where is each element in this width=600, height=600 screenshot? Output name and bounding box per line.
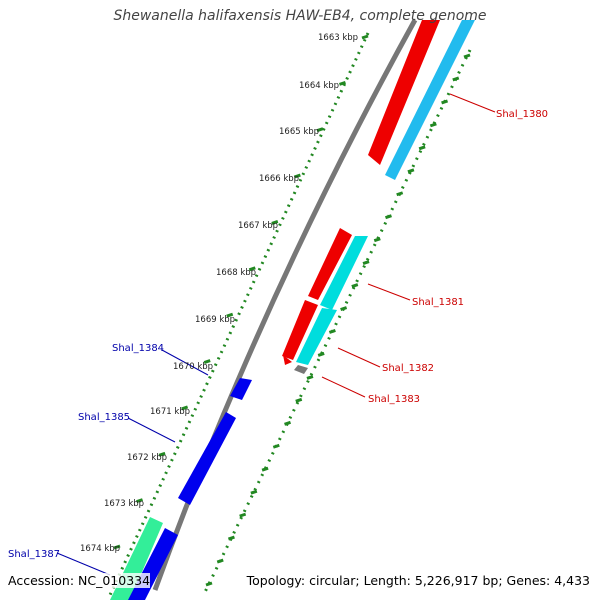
accession-label: Accession: NC_010334	[8, 573, 151, 588]
callout-shal-1380	[449, 93, 496, 113]
strand-tick-mark	[328, 329, 336, 334]
gene-shal-1385[interactable]	[178, 412, 236, 505]
kbp-label: 1670 kbp	[173, 362, 213, 372]
callout-shal-1381	[367, 283, 411, 301]
kbp-tick-mark	[113, 544, 121, 550]
kbp-label: 1665 kbp	[279, 127, 319, 137]
kbp-label: 1672 kbp	[127, 453, 167, 463]
strand-tick-mark	[272, 443, 280, 449]
kbp-label: 1671 kbp	[150, 407, 190, 417]
kbp-tick-mark	[136, 498, 144, 504]
strand-tick-mark	[441, 99, 449, 105]
strand-tick-mark	[306, 374, 314, 380]
strand-tick-mark	[351, 283, 359, 288]
gene-label-shal-1380[interactable]: Shal_1380	[496, 109, 548, 120]
gene-shal-1382-cyan[interactable]	[296, 308, 337, 365]
strand-tick-mark	[284, 420, 291, 426]
gene-label-shal-1384[interactable]: Shal_1384	[112, 343, 164, 354]
gene-label-shal-1382[interactable]: Shal_1382	[382, 363, 434, 374]
strand-tick-mark	[205, 581, 213, 587]
strand-tick-mark	[407, 168, 415, 174]
kbp-labels: 1663 kbp 1664 kbp 1665 kbp 1666 kbp 1667…	[80, 33, 358, 554]
strand-tick-mark	[385, 214, 392, 220]
kbp-label: 1673 kbp	[104, 499, 144, 509]
kbp-label: 1663 kbp	[318, 33, 358, 43]
gene-shal-1380-blue[interactable]	[385, 20, 475, 180]
strand-tick-mark	[261, 466, 269, 472]
strand-tick-mark	[317, 352, 325, 357]
callout-shal-1382	[337, 347, 381, 368]
kbp-label: 1674 kbp	[80, 544, 120, 554]
genome-title: Shewanella halifaxensis HAW-EB4, complet…	[113, 8, 487, 24]
strand-tick-mark	[373, 237, 381, 243]
kbp-tick-mark	[338, 80, 346, 86]
gene-label-shal-1387[interactable]: Shal_1387	[8, 549, 60, 560]
gene-shal-1382-red[interactable]	[282, 300, 318, 360]
kbp-tick-mark	[203, 359, 211, 364]
strand-tick-mark	[429, 122, 437, 128]
kbp-tick-mark	[181, 405, 189, 411]
gene-shal-1383-grey[interactable]	[294, 365, 308, 374]
kbp-label: 1668 kbp	[216, 268, 256, 278]
strand-ruler	[203, 49, 472, 593]
kbp-tick-mark	[316, 127, 324, 133]
strand-tick-mark	[239, 512, 247, 518]
genome-backbone	[152, 18, 418, 591]
strand-tick-mark	[227, 535, 235, 541]
kbp-tick-mark	[361, 34, 369, 40]
tick-marks	[113, 34, 471, 587]
gene-label-shal-1381[interactable]: Shal_1381	[412, 297, 464, 308]
callout-shal-1385	[127, 417, 176, 443]
strand-tick-mark	[250, 489, 258, 495]
callout-shal-1384	[161, 349, 209, 376]
kbp-tick-mark	[158, 451, 166, 457]
strand-tick-mark	[463, 53, 471, 59]
kbp-tick-mark	[248, 266, 256, 272]
gene-shal-1381-red[interactable]	[308, 228, 352, 300]
gene-shal-1384[interactable]	[230, 378, 252, 400]
kbp-label: 1664 kbp	[299, 81, 339, 91]
strand-tick-mark	[340, 306, 348, 311]
kbp-label: 1667 kbp	[238, 221, 278, 231]
strand-tick-mark	[362, 260, 370, 266]
kbp-ruler	[108, 32, 370, 596]
gene-label-shal-1385[interactable]: Shal_1385	[78, 412, 130, 423]
topology-summary: Topology: circular; Length: 5,226,917 bp…	[246, 573, 590, 588]
strand-tick-mark	[295, 397, 303, 403]
kbp-tick-mark	[226, 312, 234, 318]
kbp-label: 1666 kbp	[259, 174, 299, 184]
kbp-label: 1669 kbp	[195, 315, 235, 325]
strand-tick-mark	[216, 558, 224, 564]
strand-tick-mark	[452, 76, 460, 82]
kbp-tick-mark	[271, 220, 279, 225]
gene-shal-1383-red[interactable]	[283, 355, 292, 365]
gene-shal-1381-cyan[interactable]	[320, 236, 368, 310]
callout-shal-1387	[56, 552, 111, 576]
strand-tick-mark	[396, 191, 404, 197]
callout-shal-1383	[321, 376, 366, 398]
strand-tick-mark	[418, 145, 426, 151]
gene-shal-1380-red[interactable]	[368, 20, 440, 165]
gene-label-shal-1383[interactable]: Shal_1383	[368, 394, 420, 405]
kbp-tick-mark	[293, 173, 301, 179]
